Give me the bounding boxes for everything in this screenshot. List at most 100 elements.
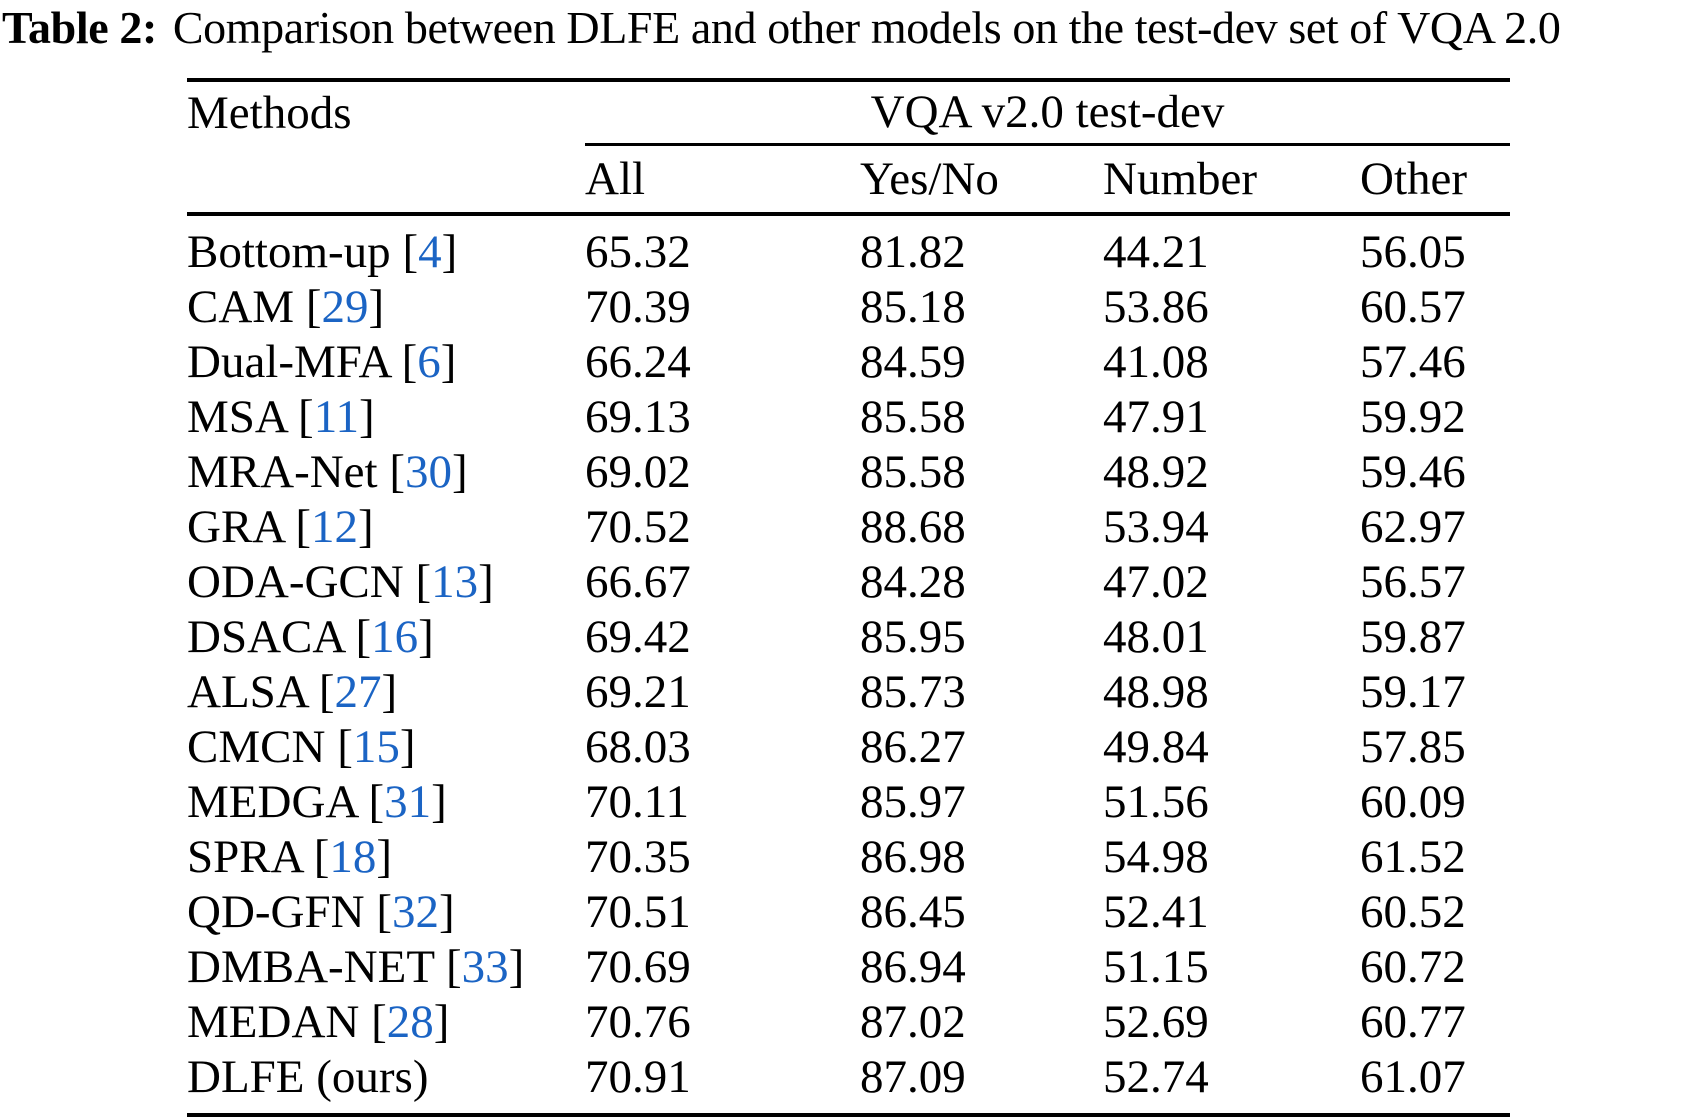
method-cell: MRA-Net [30] [187, 445, 585, 500]
table-row: ODA-GCN [13] 66.67 84.28 47.02 56.57 [187, 555, 1510, 610]
citation-bracket: ] [418, 611, 434, 663]
value-all: 70.11 [585, 776, 690, 828]
value-yesno: 81.82 [860, 226, 966, 278]
citation-link[interactable]: 4 [418, 226, 442, 278]
value-yesno: 86.45 [860, 886, 966, 938]
value-yesno: 85.58 [860, 446, 966, 498]
citation-bracket: [ [337, 721, 353, 773]
citation-link[interactable]: 13 [431, 556, 479, 608]
method-cell: DMBA-NET [33] [187, 940, 585, 995]
value-other: 60.72 [1360, 941, 1466, 993]
value-other: 57.46 [1360, 336, 1466, 388]
value-yesno: 86.27 [860, 721, 966, 773]
citation-link[interactable]: 32 [391, 886, 439, 938]
value-other: 59.17 [1360, 666, 1466, 718]
citation-link[interactable]: 27 [334, 666, 382, 718]
method-cell: CAM [29] [187, 280, 585, 335]
method-name: QD-GFN [187, 886, 365, 938]
citation-link[interactable]: 33 [461, 941, 509, 993]
citation-bracket: [ [445, 941, 462, 993]
table-row: Dual-MFA [6] 66.24 84.59 41.08 57.46 [187, 335, 1510, 390]
table-row: GRA [12] 70.52 88.68 53.94 62.97 [187, 500, 1510, 555]
value-yesno: 84.59 [860, 336, 966, 388]
table-row: Bottom-up [4] 65.32 81.82 44.21 56.05 [187, 214, 1510, 280]
table-row: QD-GFN [32] 70.51 86.45 52.41 60.52 [187, 885, 1510, 940]
method-cell: Dual-MFA [6] [187, 335, 585, 390]
citation-link[interactable]: 31 [384, 776, 432, 828]
method-name: DLFE (ours) [187, 1051, 429, 1103]
method-cell: MEDGA [31] [187, 775, 585, 830]
citation-link[interactable]: 11 [313, 391, 359, 443]
method-cell: DSACA [16] [187, 610, 585, 665]
col-header-number: Number [1103, 152, 1258, 205]
citation-link[interactable]: 18 [329, 831, 377, 883]
method-cell: DLFE (ours) [187, 1050, 585, 1115]
value-yesno: 86.98 [860, 831, 966, 883]
method-name: CAM [187, 281, 295, 333]
value-all: 70.69 [585, 941, 691, 993]
table-row: DSACA [16] 69.42 85.95 48.01 59.87 [187, 610, 1510, 665]
citation-bracket: [ [318, 666, 335, 718]
value-number: 54.98 [1103, 831, 1209, 883]
citation-link[interactable]: 16 [371, 611, 419, 663]
value-number: 51.56 [1103, 776, 1209, 828]
method-name: GRA [187, 501, 284, 553]
method-name: MRA-Net [187, 446, 378, 498]
value-other: 61.07 [1360, 1051, 1466, 1103]
method-cell: ALSA [27] [187, 665, 585, 720]
method-name: Dual-MFA [187, 336, 390, 388]
value-all: 68.03 [585, 721, 691, 773]
value-all: 70.91 [585, 1051, 691, 1103]
value-all: 69.02 [585, 446, 691, 498]
citation-bracket: ] [441, 226, 458, 278]
method-cell: MEDAN [28] [187, 995, 585, 1050]
value-number: 53.94 [1103, 501, 1209, 553]
citation-link[interactable]: 29 [321, 281, 369, 333]
value-all: 69.21 [585, 666, 691, 718]
value-number: 47.02 [1103, 556, 1209, 608]
value-all: 70.52 [585, 501, 691, 553]
method-name: Bottom-up [187, 226, 391, 278]
value-all: 70.39 [585, 281, 691, 333]
value-number: 52.69 [1103, 996, 1209, 1048]
value-number: 48.92 [1103, 446, 1209, 498]
table-row: MEDGA [31] 70.11 85.97 51.56 60.09 [187, 775, 1510, 830]
method-cell: Bottom-up [4] [187, 214, 585, 280]
citation-link[interactable]: 30 [405, 446, 452, 498]
value-yesno: 86.94 [860, 941, 966, 993]
value-number: 53.86 [1103, 281, 1209, 333]
citation-bracket: [ [402, 226, 419, 278]
table-row: SPRA [18] 70.35 86.98 54.98 61.52 [187, 830, 1510, 885]
citation-bracket: [ [298, 391, 314, 443]
value-other: 60.52 [1360, 886, 1466, 938]
citation-bracket: [ [368, 776, 385, 828]
value-yesno: 84.28 [860, 556, 966, 608]
value-yesno: 87.09 [860, 1051, 966, 1103]
table-row: DLFE (ours) 70.91 87.09 52.74 61.07 [187, 1050, 1510, 1115]
citation-bracket: [ [355, 611, 372, 663]
method-name: SPRA [187, 831, 302, 883]
table-caption-text: Comparison between DLFE and other models… [172, 2, 1561, 53]
method-cell: ODA-GCN [13] [187, 555, 585, 610]
table-row: MSA [11] 69.13 85.58 47.91 59.92 [187, 390, 1510, 445]
citation-link[interactable]: 6 [417, 336, 441, 388]
value-all: 70.76 [585, 996, 691, 1048]
citation-bracket: [ [415, 556, 432, 608]
header-group-row: Methods VQA v2.0 test-dev [187, 80, 1511, 146]
value-number: 52.41 [1103, 886, 1209, 938]
citation-link[interactable]: 15 [352, 721, 400, 773]
method-name: ODA-GCN [187, 556, 404, 608]
method-name: MSA [187, 391, 287, 443]
citation-bracket: ] [381, 666, 398, 718]
citation-link[interactable]: 28 [386, 996, 434, 1048]
value-all: 66.67 [585, 556, 691, 608]
citation-bracket: [ [371, 996, 387, 1048]
value-other: 60.57 [1360, 281, 1466, 333]
citation-bracket: [ [313, 831, 330, 883]
col-header-other: Other [1360, 152, 1468, 205]
table-row: MEDAN [28] 70.76 87.02 52.69 60.77 [187, 995, 1510, 1050]
citation-bracket: [ [376, 886, 392, 938]
value-all: 65.32 [585, 226, 691, 278]
citation-link[interactable]: 12 [311, 501, 359, 553]
